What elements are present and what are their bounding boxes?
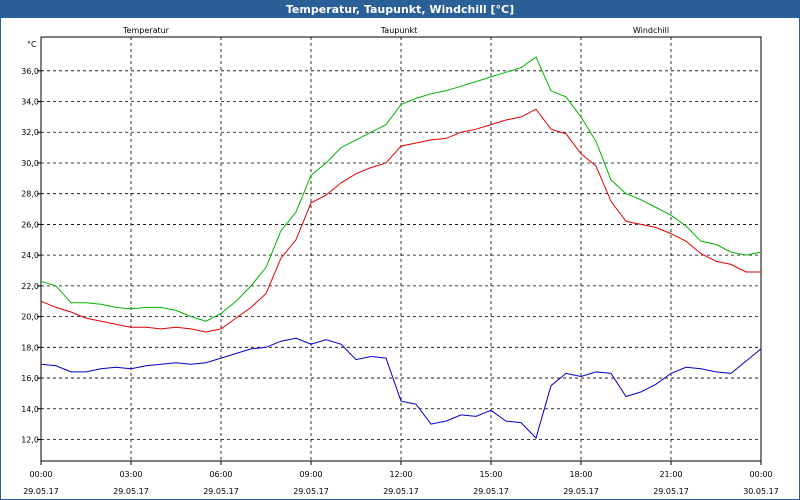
- y-tick-label: 30,0: [21, 159, 39, 168]
- window-title: Temperatur, Taupunkt, Windchill [°C]: [1, 1, 799, 18]
- x-tick-time: 00:00: [29, 470, 52, 479]
- x-tick-time: 00:00: [749, 470, 772, 479]
- x-tick-date: 29.05.17: [563, 487, 599, 496]
- x-tick-time: 03:00: [119, 470, 142, 479]
- x-tick-date: 29.05.17: [113, 487, 149, 496]
- y-tick-label: 32,0: [21, 128, 39, 137]
- series-line-windchill: [40, 56, 762, 322]
- y-tick-label: 28,0: [21, 190, 39, 199]
- x-tick-date: 29.05.17: [293, 487, 329, 496]
- legend-windchill: Windchill: [633, 26, 669, 35]
- y-tick-label: 16,0: [21, 374, 39, 383]
- series-line-taupunkt: [40, 337, 762, 439]
- x-tick-date: 30.05.17: [743, 487, 779, 496]
- y-tick-label: 18,0: [21, 343, 39, 352]
- y-axis-unit-label: °C: [27, 40, 37, 49]
- x-tick-time: 09:00: [299, 470, 322, 479]
- y-tick-label: 12,0: [21, 435, 39, 444]
- grid-lines: [37, 37, 762, 465]
- y-tick-label: 14,0: [21, 405, 39, 414]
- x-tick-time: 06:00: [209, 470, 232, 479]
- legend-taupunkt: Taupunkt: [380, 26, 418, 35]
- series-lines: [40, 56, 762, 439]
- x-tick-time: 15:00: [479, 470, 502, 479]
- y-tick-label: 20,0: [21, 313, 39, 322]
- x-tick-time: 12:00: [389, 470, 412, 479]
- x-tick-date: 29.05.17: [383, 487, 419, 496]
- y-tick-label: 36,0: [21, 67, 39, 76]
- legend-temperatur: Temperatur: [122, 26, 170, 35]
- y-tick-labels: 12,0 14,0 16,0 18,0 20,0 22,0 24,0 26,0 28,0 30,0…: [21, 67, 39, 445]
- x-tick-time: 18:00: [569, 470, 592, 479]
- series-line-temperatur: [40, 108, 761, 333]
- y-tick-label: 26,0: [21, 220, 39, 229]
- x-tick-date: 29.05.17: [23, 487, 59, 496]
- x-tick-date: 29.05.17: [203, 487, 239, 496]
- y-tick-label: 34,0: [21, 98, 39, 107]
- y-tick-label: 24,0: [21, 251, 39, 260]
- y-tick-label: 22,0: [21, 282, 39, 291]
- x-tick-date: 29.05.17: [473, 487, 509, 496]
- x-tick-time: 21:00: [659, 470, 682, 479]
- x-tick-labels: 00:00 29.05.17 03:00 29.05.17 06:00 29.05.17 0…: [23, 470, 779, 496]
- x-tick-date: 29.05.17: [653, 487, 689, 496]
